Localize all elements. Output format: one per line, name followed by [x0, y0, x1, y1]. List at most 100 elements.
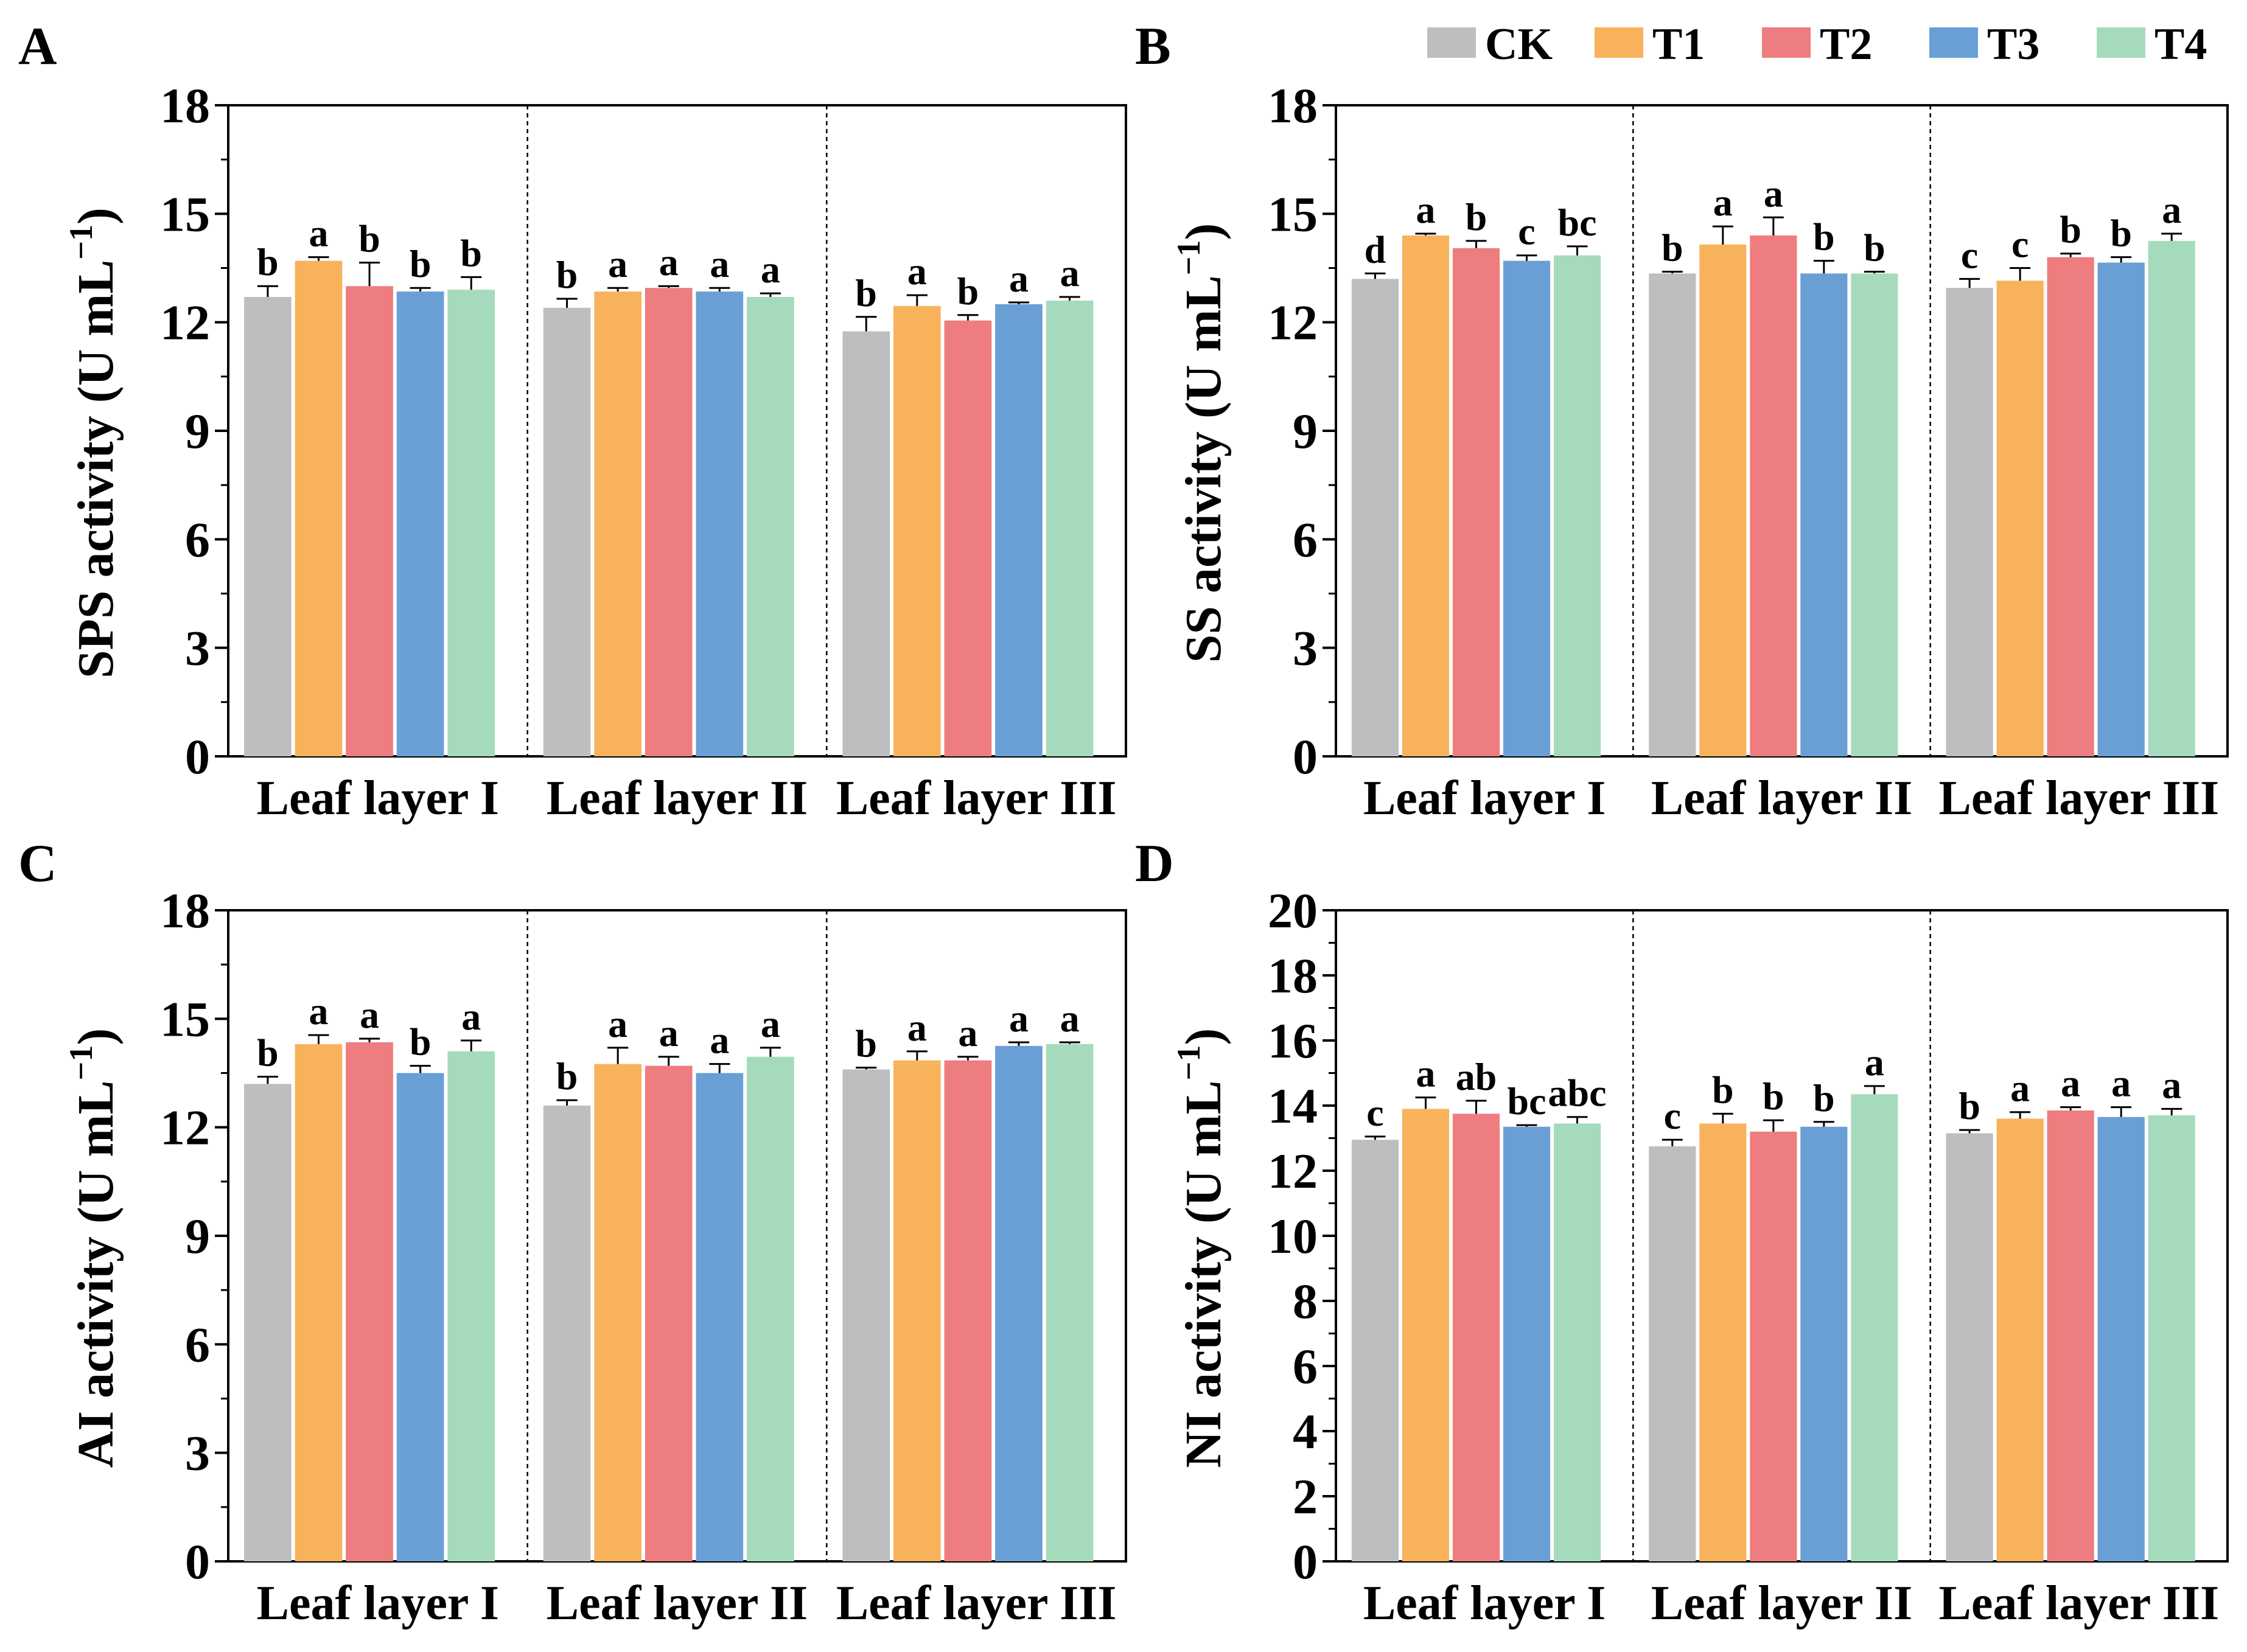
bar-t4 [447, 1051, 495, 1561]
bar-t1 [1402, 1109, 1450, 1561]
bar-t2 [1750, 1131, 1797, 1561]
y-tick-label: 12 [160, 1100, 210, 1155]
x-category-label: Leaf layer II [1651, 1577, 1913, 1630]
y-tick-label: 6 [1293, 1339, 1318, 1394]
significance-letter: b [1466, 195, 1487, 239]
panel-letter-D: D [1135, 834, 1174, 893]
panel-letter-B: B [1135, 17, 1171, 76]
significance-letter: b [410, 1020, 432, 1064]
y-tick-label: 15 [160, 991, 210, 1047]
bar-ck [842, 331, 890, 756]
y-tick-label: 10 [1268, 1208, 1318, 1264]
y-tick-label: 15 [1268, 186, 1318, 242]
x-category-label: Leaf layer II [1651, 772, 1913, 825]
significance-letter: a [2061, 1062, 2080, 1105]
bar-t3 [1503, 1126, 1551, 1561]
significance-letter: a [659, 1011, 679, 1054]
y-tick-label: 18 [1268, 78, 1318, 133]
y-axis-title-superscript: −1 [1170, 240, 1207, 276]
bar-t4 [447, 290, 495, 757]
significance-letter: a [2111, 1062, 2131, 1105]
y-axis-title-superscript: −1 [63, 225, 99, 260]
legend-swatch-t2 [1762, 27, 1811, 58]
bar-ck [1351, 1140, 1399, 1561]
bar-t1 [295, 260, 343, 757]
legend-label-t3: T3 [1987, 19, 2039, 69]
significance-letter: c [1518, 210, 1535, 253]
bar-t4 [747, 1056, 794, 1561]
significance-letter: a [2010, 1067, 2030, 1110]
bar-t4 [2148, 240, 2195, 757]
significance-letter: c [2011, 223, 2029, 266]
y-tick-label: 6 [185, 1317, 210, 1372]
bar-t3 [696, 291, 744, 756]
bar-t2 [346, 1042, 393, 1561]
y-tick-label: 0 [1293, 1534, 1318, 1589]
y-tick-label: 12 [1268, 295, 1318, 350]
bar-t4 [1553, 255, 1601, 756]
significance-letter: b [1712, 1068, 1734, 1111]
bar-t4 [1046, 301, 1094, 756]
bar-t1 [1699, 1123, 1747, 1561]
y-axis-title-main: SS activity (U mL [1175, 275, 1232, 663]
significance-letter: b [1959, 1084, 1980, 1127]
significance-letter: a [1060, 997, 1080, 1040]
bar-t4 [1851, 273, 1898, 757]
x-category-label: Leaf layer III [1938, 772, 2219, 825]
significance-letter: b [556, 1054, 578, 1098]
significance-letter: a [309, 212, 328, 255]
x-category-label: Leaf layer I [1363, 772, 1606, 825]
y-tick-label: 9 [185, 403, 210, 459]
y-tick-label: 12 [160, 295, 210, 350]
y-tick-label: 18 [160, 883, 210, 938]
bar-t3 [1503, 260, 1551, 757]
significance-letter: a [360, 993, 379, 1036]
legend-label-t2: T2 [1820, 19, 1872, 69]
bar-ck [1649, 1146, 1696, 1561]
significance-letter: b [957, 270, 979, 313]
significance-letter: b [1864, 226, 1885, 269]
x-category-label: Leaf layer III [836, 1577, 1117, 1630]
y-tick-label: 8 [1293, 1274, 1318, 1329]
bar-ck [1649, 273, 1696, 757]
significance-letter: ab [1456, 1055, 1497, 1098]
bar-t4 [747, 297, 794, 756]
y-axis-title-close: ) [68, 1028, 124, 1045]
bar-t3 [696, 1073, 744, 1561]
y-tick-label: 16 [1268, 1013, 1318, 1068]
y-tick-label: 3 [1293, 621, 1318, 676]
y-tick-label: 2 [1293, 1469, 1318, 1524]
y-tick-label: 9 [1293, 403, 1318, 459]
bar-t1 [1402, 235, 1450, 756]
y-tick-label: 6 [1293, 512, 1318, 567]
y-axis-title-superscript: −1 [1170, 1045, 1207, 1081]
bar-t3 [1800, 273, 1848, 757]
y-tick-label: 20 [1268, 883, 1318, 938]
bar-t2 [1452, 1114, 1500, 1561]
y-tick-label: 3 [185, 1426, 210, 1481]
significance-letter: a [761, 1002, 780, 1045]
bar-t4 [1553, 1123, 1601, 1561]
bar-t2 [645, 1065, 693, 1561]
significance-letter: a [710, 1019, 729, 1062]
y-axis-title: NI activity (U mL−1) [1170, 1028, 1232, 1468]
x-category-label: Leaf layer II [547, 772, 808, 825]
significance-letter: a [1009, 257, 1029, 300]
legend-label-ck: CK [1485, 19, 1553, 69]
significance-letter: a [907, 1006, 927, 1049]
y-tick-label: 3 [185, 621, 210, 676]
significance-letter: a [2162, 1063, 2181, 1106]
x-category-label: Leaf layer III [1938, 1577, 2219, 1630]
bar-ck [244, 1084, 292, 1561]
significance-letter: b [460, 231, 482, 274]
x-category-label: Leaf layer I [257, 1577, 499, 1630]
legend-swatch-t4 [2097, 27, 2145, 58]
y-axis-title-main: AI activity (U mL [68, 1080, 124, 1468]
significance-letter: a [608, 242, 627, 285]
bar-t1 [594, 1064, 641, 1561]
bar-t1 [1996, 281, 2044, 756]
